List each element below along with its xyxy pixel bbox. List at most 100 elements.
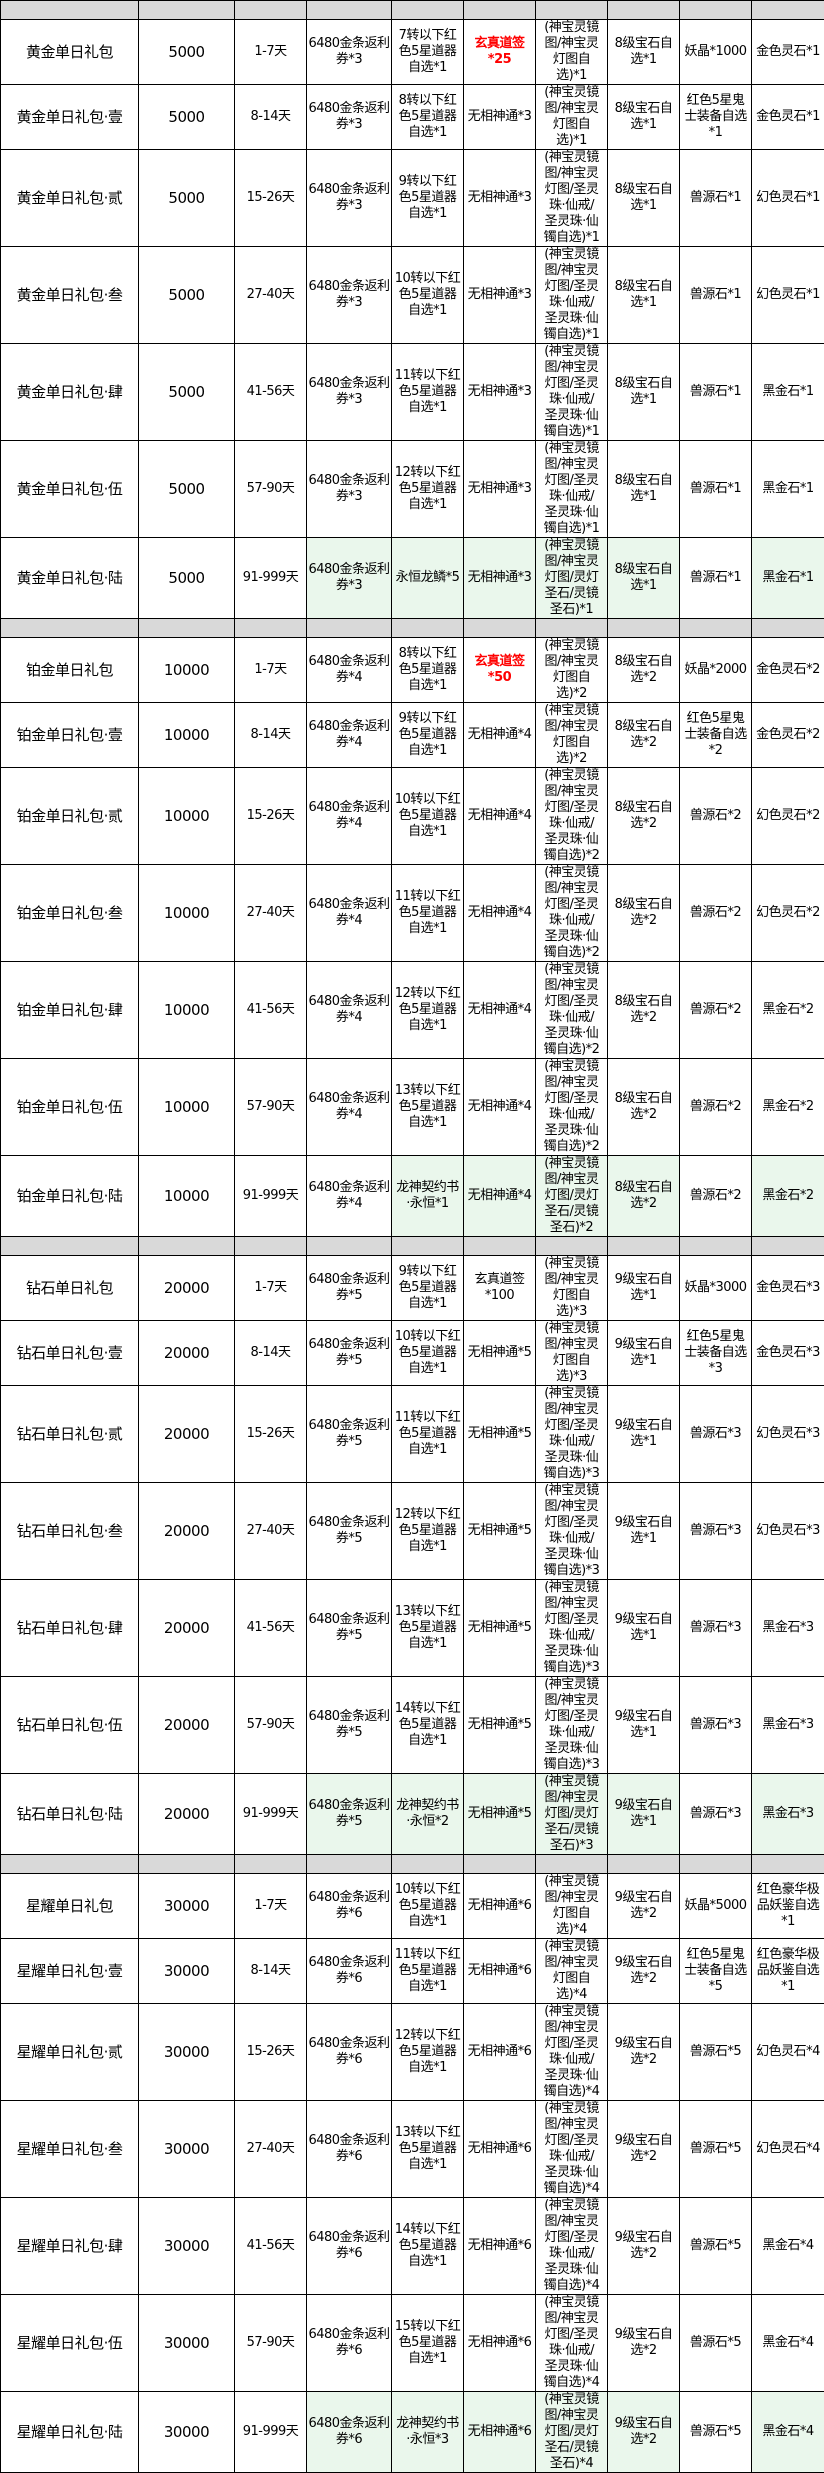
cell-price: 20000 (139, 1321, 235, 1386)
header-cell (139, 1855, 235, 1874)
cell-material-reward: 兽源石*1 (680, 441, 752, 538)
cell-package-name: 铂金单日礼包·陆 (1, 1156, 139, 1237)
cell-package-name: 黄金单日礼包·陆 (1, 538, 139, 619)
cell-item-reward-2: 无相神通*6 (464, 2392, 536, 2473)
cell-item-reward-2: 无相神通*3 (464, 441, 536, 538)
cell-package-name: 铂金单日礼包 (1, 638, 139, 703)
cell-item-reward-2: 无相神通*6 (464, 1939, 536, 2004)
cell-item-reward-2: 无相神通*6 (464, 2101, 536, 2198)
cell-stone-reward: 黑金石*4 (752, 2295, 824, 2392)
cell-map-choice: (神宝灵镜 图/神宝灵 灯图/圣灵 珠·仙戒/ 圣灵珠·仙 镯自选)*3 (536, 1483, 608, 1580)
cell-rebate-voucher: 6480金条返利 券*3 (307, 247, 392, 344)
cell-price: 30000 (139, 2101, 235, 2198)
cell-rebate-voucher: 6480金条返利 券*4 (307, 962, 392, 1059)
cell-package-name: 铂金单日礼包·壹 (1, 703, 139, 768)
cell-item-reward-1: 9转以下红 色5星道器 自选*1 (392, 703, 464, 768)
cell-gem-choice: 8级宝石自 选*2 (608, 1059, 680, 1156)
cell-item-reward-1: 12转以下红 色5星道器 自选*1 (392, 1483, 464, 1580)
cell-stone-reward: 黑金石*3 (752, 1774, 824, 1855)
cell-rebate-voucher: 6480金条返利 券*6 (307, 1874, 392, 1939)
cell-package-name: 钻石单日礼包·叁 (1, 1483, 139, 1580)
cell-gem-choice: 8级宝石自 选*2 (608, 865, 680, 962)
cell-item-reward-1: 8转以下红 色5星道器 自选*1 (392, 638, 464, 703)
header-cell (752, 1, 824, 20)
cell-gem-choice: 9级宝石自 选*1 (608, 1483, 680, 1580)
cell-gem-choice: 8级宝石自 选*1 (608, 441, 680, 538)
cell-stone-reward: 幻色灵石*3 (752, 1386, 824, 1483)
cell-item-reward-2: 无相神通*6 (464, 1874, 536, 1939)
cell-map-choice: (神宝灵镜 图/神宝灵 灯图自 选)*3 (536, 1256, 608, 1321)
header-cell (392, 619, 464, 638)
cell-material-reward: 兽源石*2 (680, 962, 752, 1059)
cell-stone-reward: 金色灵石*1 (752, 85, 824, 150)
header-cell (139, 1, 235, 20)
cell-stone-reward: 金色灵石*3 (752, 1256, 824, 1321)
cell-price: 10000 (139, 865, 235, 962)
cell-package-name: 钻石单日礼包·贰 (1, 1386, 139, 1483)
cell-map-choice: (神宝灵镜 图/神宝灵 灯图/圣灵 珠·仙戒/ 圣灵珠·仙 镯自选)*3 (536, 1386, 608, 1483)
cell-price: 10000 (139, 638, 235, 703)
cell-rebate-voucher: 6480金条返利 券*4 (307, 638, 392, 703)
cell-map-choice: (神宝灵镜 图/神宝灵 灯图/圣灵 珠·仙戒/ 圣灵珠·仙 镯自选)*4 (536, 2198, 608, 2295)
cell-price: 5000 (139, 344, 235, 441)
cell-stone-reward: 金色灵石*2 (752, 703, 824, 768)
cell-material-reward: 兽源石*5 (680, 2392, 752, 2473)
cell-stone-reward: 金色灵石*3 (752, 1321, 824, 1386)
cell-gem-choice: 9级宝石自 选*2 (608, 2295, 680, 2392)
cell-map-choice: (神宝灵镜 图/神宝灵 灯图/圣灵 珠·仙戒/ 圣灵珠·仙 镯自选)*2 (536, 1059, 608, 1156)
cell-price: 30000 (139, 2004, 235, 2101)
cell-map-choice: (神宝灵镜 图/神宝灵 灯图/圣灵 珠·仙戒/ 圣灵珠·仙 镯自选)*1 (536, 150, 608, 247)
header-cell (307, 1855, 392, 1874)
cell-item-reward-1: 10转以下红 色5星道器 自选*1 (392, 247, 464, 344)
cell-map-choice: (神宝灵镜 图/神宝灵 灯图/灵灯 圣石/灵镜 圣石)*2 (536, 1156, 608, 1237)
cell-gem-choice: 9级宝石自 选*1 (608, 1256, 680, 1321)
cell-price: 10000 (139, 1059, 235, 1156)
cell-stone-reward: 幻色灵石*2 (752, 865, 824, 962)
header-cell (752, 1237, 824, 1256)
cell-gem-choice: 9级宝石自 选*1 (608, 1321, 680, 1386)
header-cell (392, 1, 464, 20)
cell-price: 20000 (139, 1256, 235, 1321)
cell-item-reward-2: 玄真道签 *100 (464, 1256, 536, 1321)
cell-material-reward: 兽源石*5 (680, 2101, 752, 2198)
cell-package-name: 黄金单日礼包·肆 (1, 344, 139, 441)
header-cell (464, 1237, 536, 1256)
cell-rebate-voucher: 6480金条返利 券*5 (307, 1256, 392, 1321)
cell-stone-reward: 幻色灵石*2 (752, 768, 824, 865)
cell-item-reward-2: 无相神通*5 (464, 1483, 536, 1580)
header-cell (608, 619, 680, 638)
cell-gem-choice: 9级宝石自 选*2 (608, 2198, 680, 2295)
cell-map-choice: (神宝灵镜 图/神宝灵 灯图/圣灵 珠·仙戒/ 圣灵珠·仙 镯自选)*1 (536, 441, 608, 538)
cell-price: 30000 (139, 2295, 235, 2392)
cell-rebate-voucher: 6480金条返利 券*4 (307, 1059, 392, 1156)
cell-day-range: 41-56天 (235, 1580, 307, 1677)
cell-rebate-voucher: 6480金条返利 券*4 (307, 768, 392, 865)
header-cell (1, 1, 139, 20)
cell-gem-choice: 9级宝石自 选*1 (608, 1386, 680, 1483)
cell-item-reward-2: 无相神通*4 (464, 768, 536, 865)
cell-gem-choice: 8级宝石自 选*1 (608, 344, 680, 441)
cell-rebate-voucher: 6480金条返利 券*4 (307, 703, 392, 768)
header-cell (680, 1237, 752, 1256)
cell-item-reward-1: 11转以下红 色5星道器 自选*1 (392, 865, 464, 962)
cell-item-reward-2: 无相神通*3 (464, 247, 536, 344)
cell-gem-choice: 8级宝石自 选*1 (608, 150, 680, 247)
cell-item-reward-1: 13转以下红 色5星道器 自选*1 (392, 1580, 464, 1677)
header-cell (608, 1, 680, 20)
cell-stone-reward: 幻色灵石*4 (752, 2101, 824, 2198)
cell-package-name: 黄金单日礼包·贰 (1, 150, 139, 247)
cell-map-choice: (神宝灵镜 图/神宝灵 灯图/圣灵 珠·仙戒/ 圣灵珠·仙 镯自选)*1 (536, 247, 608, 344)
cell-map-choice: (神宝灵镜 图/神宝灵 灯图/圣灵 珠·仙戒/ 圣灵珠·仙 镯自选)*2 (536, 962, 608, 1059)
cell-day-range: 27-40天 (235, 865, 307, 962)
header-cell (752, 619, 824, 638)
cell-rebate-voucher: 6480金条返利 券*5 (307, 1774, 392, 1855)
cell-rebate-voucher: 6480金条返利 券*6 (307, 2101, 392, 2198)
cell-stone-reward: 幻色灵石*4 (752, 2004, 824, 2101)
